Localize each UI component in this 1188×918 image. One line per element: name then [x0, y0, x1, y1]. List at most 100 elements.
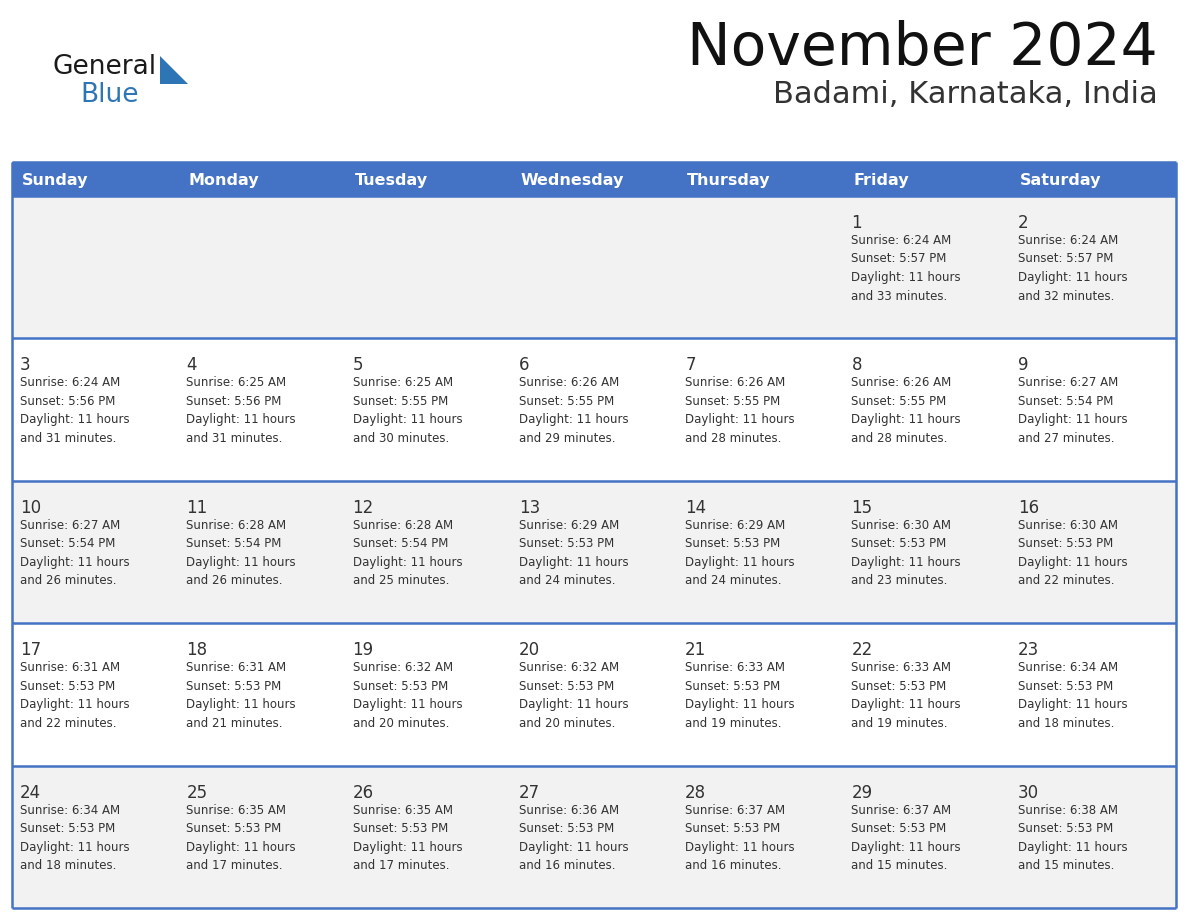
Text: 13: 13: [519, 498, 541, 517]
Bar: [843, 766, 1010, 908]
Bar: [178, 766, 345, 908]
Text: 4: 4: [187, 356, 197, 375]
Bar: [345, 766, 511, 908]
Text: Sunrise: 6:28 AM
Sunset: 5:54 PM
Daylight: 11 hours
and 26 minutes.: Sunrise: 6:28 AM Sunset: 5:54 PM Dayligh…: [187, 519, 296, 588]
Bar: [178, 339, 345, 481]
Text: General: General: [52, 54, 156, 80]
Text: Sunrise: 6:28 AM
Sunset: 5:54 PM
Daylight: 11 hours
and 25 minutes.: Sunrise: 6:28 AM Sunset: 5:54 PM Dayligh…: [353, 519, 462, 588]
Polygon shape: [160, 56, 188, 84]
Text: Sunrise: 6:24 AM
Sunset: 5:57 PM
Daylight: 11 hours
and 32 minutes.: Sunrise: 6:24 AM Sunset: 5:57 PM Dayligh…: [1018, 234, 1127, 303]
Text: Sunday: Sunday: [23, 174, 88, 188]
Bar: [178, 481, 345, 623]
Text: Sunrise: 6:37 AM
Sunset: 5:53 PM
Daylight: 11 hours
and 15 minutes.: Sunrise: 6:37 AM Sunset: 5:53 PM Dayligh…: [852, 803, 961, 872]
Text: 14: 14: [685, 498, 707, 517]
Bar: [511, 339, 677, 481]
Bar: [178, 162, 345, 196]
Bar: [677, 162, 843, 196]
Text: Sunrise: 6:31 AM
Sunset: 5:53 PM
Daylight: 11 hours
and 21 minutes.: Sunrise: 6:31 AM Sunset: 5:53 PM Dayligh…: [187, 661, 296, 730]
Text: Sunrise: 6:27 AM
Sunset: 5:54 PM
Daylight: 11 hours
and 27 minutes.: Sunrise: 6:27 AM Sunset: 5:54 PM Dayligh…: [1018, 376, 1127, 445]
Bar: [12, 481, 178, 623]
Bar: [1010, 162, 1176, 196]
Bar: [677, 196, 843, 339]
Text: 24: 24: [20, 784, 42, 801]
Text: 21: 21: [685, 641, 707, 659]
Bar: [178, 623, 345, 766]
Text: Thursday: Thursday: [687, 174, 771, 188]
Text: Sunrise: 6:31 AM
Sunset: 5:53 PM
Daylight: 11 hours
and 22 minutes.: Sunrise: 6:31 AM Sunset: 5:53 PM Dayligh…: [20, 661, 129, 730]
Bar: [511, 766, 677, 908]
Text: Sunrise: 6:27 AM
Sunset: 5:54 PM
Daylight: 11 hours
and 26 minutes.: Sunrise: 6:27 AM Sunset: 5:54 PM Dayligh…: [20, 519, 129, 588]
Bar: [1010, 196, 1176, 339]
Text: 29: 29: [852, 784, 872, 801]
Text: 3: 3: [20, 356, 31, 375]
Text: Sunrise: 6:32 AM
Sunset: 5:53 PM
Daylight: 11 hours
and 20 minutes.: Sunrise: 6:32 AM Sunset: 5:53 PM Dayligh…: [519, 661, 628, 730]
Text: Sunrise: 6:35 AM
Sunset: 5:53 PM
Daylight: 11 hours
and 17 minutes.: Sunrise: 6:35 AM Sunset: 5:53 PM Dayligh…: [353, 803, 462, 872]
Text: Sunrise: 6:29 AM
Sunset: 5:53 PM
Daylight: 11 hours
and 24 minutes.: Sunrise: 6:29 AM Sunset: 5:53 PM Dayligh…: [685, 519, 795, 588]
Text: Sunrise: 6:33 AM
Sunset: 5:53 PM
Daylight: 11 hours
and 19 minutes.: Sunrise: 6:33 AM Sunset: 5:53 PM Dayligh…: [685, 661, 795, 730]
Bar: [345, 481, 511, 623]
Text: Sunrise: 6:35 AM
Sunset: 5:53 PM
Daylight: 11 hours
and 17 minutes.: Sunrise: 6:35 AM Sunset: 5:53 PM Dayligh…: [187, 803, 296, 872]
Bar: [1010, 339, 1176, 481]
Text: 7: 7: [685, 356, 696, 375]
Bar: [843, 196, 1010, 339]
Text: 25: 25: [187, 784, 208, 801]
Text: November 2024: November 2024: [687, 20, 1158, 77]
Text: Sunrise: 6:34 AM
Sunset: 5:53 PM
Daylight: 11 hours
and 18 minutes.: Sunrise: 6:34 AM Sunset: 5:53 PM Dayligh…: [20, 803, 129, 872]
Text: 30: 30: [1018, 784, 1038, 801]
Text: Tuesday: Tuesday: [354, 174, 428, 188]
Bar: [1010, 481, 1176, 623]
Bar: [511, 162, 677, 196]
Text: 19: 19: [353, 641, 374, 659]
Bar: [345, 162, 511, 196]
Text: Blue: Blue: [80, 82, 139, 108]
Text: Sunrise: 6:34 AM
Sunset: 5:53 PM
Daylight: 11 hours
and 18 minutes.: Sunrise: 6:34 AM Sunset: 5:53 PM Dayligh…: [1018, 661, 1127, 730]
Text: 15: 15: [852, 498, 872, 517]
Bar: [12, 339, 178, 481]
Bar: [1010, 766, 1176, 908]
Text: Sunrise: 6:24 AM
Sunset: 5:57 PM
Daylight: 11 hours
and 33 minutes.: Sunrise: 6:24 AM Sunset: 5:57 PM Dayligh…: [852, 234, 961, 303]
Text: Sunrise: 6:30 AM
Sunset: 5:53 PM
Daylight: 11 hours
and 23 minutes.: Sunrise: 6:30 AM Sunset: 5:53 PM Dayligh…: [852, 519, 961, 588]
Text: Sunrise: 6:26 AM
Sunset: 5:55 PM
Daylight: 11 hours
and 28 minutes.: Sunrise: 6:26 AM Sunset: 5:55 PM Dayligh…: [685, 376, 795, 445]
Bar: [345, 339, 511, 481]
Bar: [677, 339, 843, 481]
Bar: [843, 481, 1010, 623]
Text: 16: 16: [1018, 498, 1038, 517]
Bar: [12, 162, 178, 196]
Text: 9: 9: [1018, 356, 1029, 375]
Text: 10: 10: [20, 498, 42, 517]
Text: 26: 26: [353, 784, 374, 801]
Bar: [677, 481, 843, 623]
Bar: [511, 196, 677, 339]
Text: Sunrise: 6:30 AM
Sunset: 5:53 PM
Daylight: 11 hours
and 22 minutes.: Sunrise: 6:30 AM Sunset: 5:53 PM Dayligh…: [1018, 519, 1127, 588]
Bar: [677, 623, 843, 766]
Text: 23: 23: [1018, 641, 1040, 659]
Bar: [1010, 623, 1176, 766]
Bar: [843, 162, 1010, 196]
Text: 17: 17: [20, 641, 42, 659]
Text: Sunrise: 6:26 AM
Sunset: 5:55 PM
Daylight: 11 hours
and 28 minutes.: Sunrise: 6:26 AM Sunset: 5:55 PM Dayligh…: [852, 376, 961, 445]
Text: Saturday: Saturday: [1019, 174, 1101, 188]
Text: 27: 27: [519, 784, 541, 801]
Text: Wednesday: Wednesday: [520, 174, 624, 188]
Bar: [178, 196, 345, 339]
Text: 2: 2: [1018, 214, 1029, 232]
Text: 28: 28: [685, 784, 707, 801]
Text: Monday: Monday: [188, 174, 259, 188]
Bar: [12, 623, 178, 766]
Text: Sunrise: 6:24 AM
Sunset: 5:56 PM
Daylight: 11 hours
and 31 minutes.: Sunrise: 6:24 AM Sunset: 5:56 PM Dayligh…: [20, 376, 129, 445]
Text: Sunrise: 6:29 AM
Sunset: 5:53 PM
Daylight: 11 hours
and 24 minutes.: Sunrise: 6:29 AM Sunset: 5:53 PM Dayligh…: [519, 519, 628, 588]
Bar: [12, 766, 178, 908]
Text: 1: 1: [852, 214, 862, 232]
Text: Sunrise: 6:37 AM
Sunset: 5:53 PM
Daylight: 11 hours
and 16 minutes.: Sunrise: 6:37 AM Sunset: 5:53 PM Dayligh…: [685, 803, 795, 872]
Text: Sunrise: 6:32 AM
Sunset: 5:53 PM
Daylight: 11 hours
and 20 minutes.: Sunrise: 6:32 AM Sunset: 5:53 PM Dayligh…: [353, 661, 462, 730]
Text: 8: 8: [852, 356, 862, 375]
Text: Friday: Friday: [853, 174, 909, 188]
Text: Sunrise: 6:38 AM
Sunset: 5:53 PM
Daylight: 11 hours
and 15 minutes.: Sunrise: 6:38 AM Sunset: 5:53 PM Dayligh…: [1018, 803, 1127, 872]
Text: 18: 18: [187, 641, 208, 659]
Text: 12: 12: [353, 498, 374, 517]
Bar: [511, 481, 677, 623]
Text: Sunrise: 6:25 AM
Sunset: 5:56 PM
Daylight: 11 hours
and 31 minutes.: Sunrise: 6:25 AM Sunset: 5:56 PM Dayligh…: [187, 376, 296, 445]
Text: Sunrise: 6:36 AM
Sunset: 5:53 PM
Daylight: 11 hours
and 16 minutes.: Sunrise: 6:36 AM Sunset: 5:53 PM Dayligh…: [519, 803, 628, 872]
Text: Sunrise: 6:26 AM
Sunset: 5:55 PM
Daylight: 11 hours
and 29 minutes.: Sunrise: 6:26 AM Sunset: 5:55 PM Dayligh…: [519, 376, 628, 445]
Bar: [677, 766, 843, 908]
